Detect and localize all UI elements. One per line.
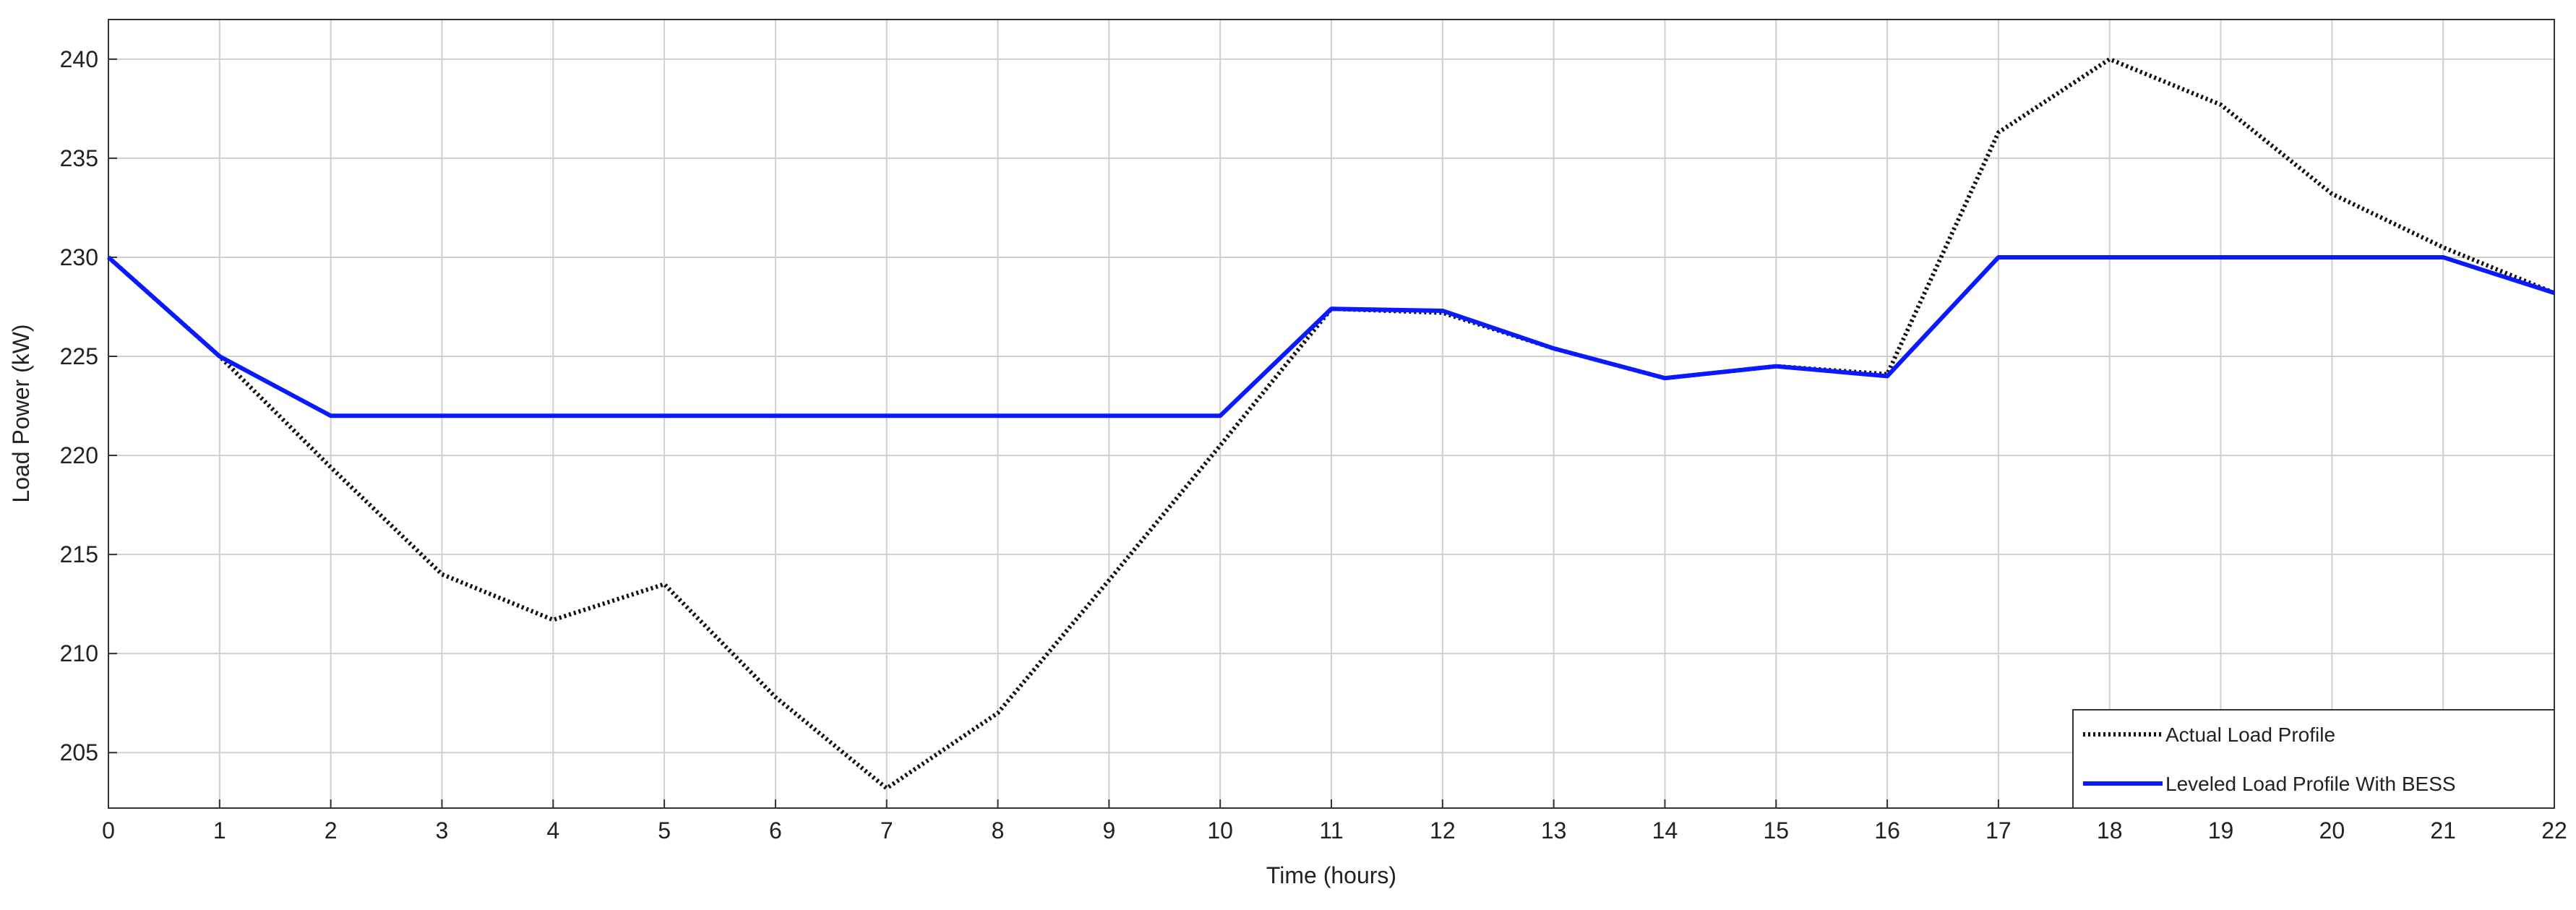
series-line	[107, 254, 2555, 418]
x-tick-label: 1	[213, 817, 226, 844]
x-tick-label: 11	[1319, 817, 1343, 844]
x-tick-label: 3	[436, 817, 449, 844]
x-tick-label: 22	[2541, 817, 2567, 844]
x-tick-label: 10	[1207, 817, 1233, 844]
x-tick-label: 6	[769, 817, 782, 844]
legend: Actual Load Profile Leveled Load Profile …	[2072, 709, 2555, 809]
x-tick-label: 20	[2319, 817, 2345, 844]
x-tick-label: 17	[1985, 817, 2012, 844]
x-tick-label: 4	[546, 817, 559, 844]
series-line	[107, 56, 2556, 791]
x-tick-label: 18	[2097, 817, 2123, 844]
x-tick-label: 5	[658, 817, 671, 844]
y-tick-label: 230	[60, 244, 98, 270]
legend-box	[2072, 709, 2555, 809]
y-axis-label: Load Power (kW)	[8, 324, 34, 502]
x-tick-label: 12	[1430, 817, 1456, 844]
x-tick-label: 14	[1652, 817, 1678, 844]
x-tick-label: 7	[880, 817, 893, 844]
y-tick-label: 235	[60, 145, 98, 171]
x-tick-label: 2	[325, 817, 338, 844]
x-tick-label: 16	[1874, 817, 1900, 844]
plot-frame	[108, 19, 2555, 809]
legend-label: Leveled Load Profile With BESS	[2165, 773, 2456, 795]
y-tick-label: 205	[60, 739, 98, 765]
y-tick-label: 220	[60, 442, 98, 468]
legend-label: Actual Load Profile	[2165, 724, 2335, 746]
x-tick-label: 21	[2430, 817, 2456, 844]
y-tick-label: 215	[60, 541, 98, 567]
x-tick-label: 13	[1541, 817, 1567, 844]
x-tick-label: 19	[2208, 817, 2234, 844]
x-tick-label: 0	[102, 817, 115, 844]
x-tick-label: 9	[1102, 817, 1115, 844]
x-tick-label: 15	[1763, 817, 1789, 844]
x-axis-label: Time (hours)	[1266, 862, 1396, 888]
x-tick-label: 8	[992, 817, 1005, 844]
y-tick-label: 240	[60, 46, 98, 72]
y-tick-label: 225	[60, 343, 98, 369]
y-tick-label: 210	[60, 640, 98, 666]
